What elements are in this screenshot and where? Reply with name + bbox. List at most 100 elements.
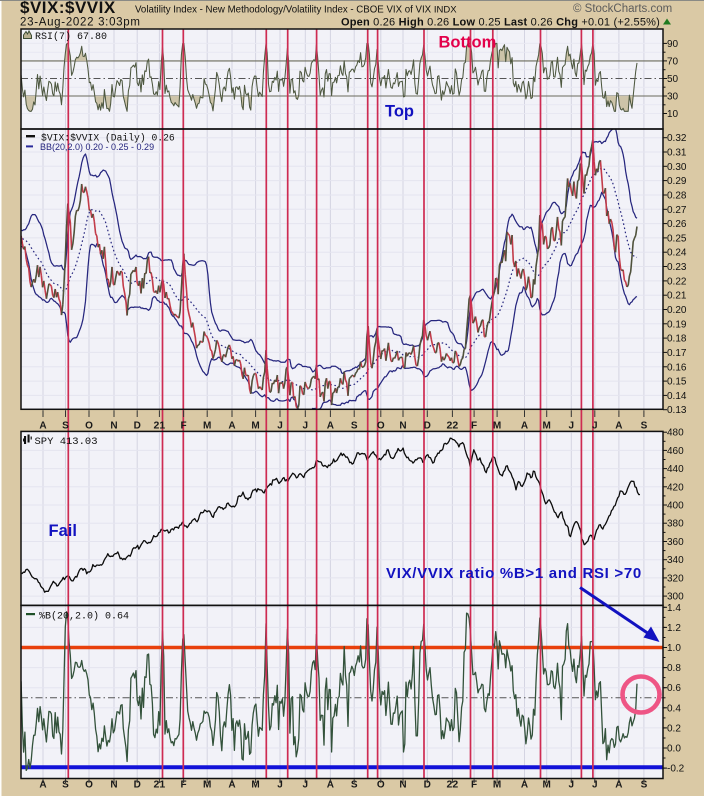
svg-text:N: N (110, 779, 117, 790)
svg-text:J: J (277, 421, 283, 432)
svg-text:M: M (543, 779, 551, 790)
svg-text:0.4: 0.4 (667, 703, 681, 714)
svg-text:A: A (615, 779, 622, 790)
svg-text:D: D (424, 421, 431, 432)
svg-text:A: A (39, 779, 46, 790)
svg-text:300: 300 (667, 592, 684, 603)
svg-text:50: 50 (667, 74, 679, 85)
svg-text:M: M (203, 421, 211, 432)
svg-text:© StockCharts.com: © StockCharts.com (573, 3, 672, 15)
svg-text:M: M (493, 779, 501, 790)
svg-text:320: 320 (667, 573, 684, 584)
svg-text:0.17: 0.17 (667, 348, 687, 359)
svg-text:Top: Top (385, 103, 414, 121)
svg-text:S: S (351, 421, 358, 432)
svg-text:0.23: 0.23 (667, 262, 687, 273)
svg-text:A: A (327, 421, 334, 432)
svg-text:Open 0.26 High 0.26 Low 0.25 L: Open 0.26 High 0.26 Low 0.25 Last 0.26 C… (341, 17, 660, 29)
svg-text:1.2: 1.2 (667, 623, 681, 634)
svg-text:J: J (569, 421, 575, 432)
svg-text:22: 22 (447, 778, 459, 790)
svg-text:A: A (327, 779, 334, 790)
svg-text:RSI(7) 67.80: RSI(7) 67.80 (35, 31, 107, 43)
svg-text:0.2: 0.2 (667, 723, 681, 734)
svg-text:360: 360 (667, 537, 684, 548)
svg-text:S: S (62, 779, 69, 790)
svg-text:Volatility Index - New Methodo: Volatility Index - New Methodology/Volat… (135, 5, 457, 16)
svg-text:440: 440 (667, 464, 684, 475)
svg-text:$VIX:$VVIX (Daily) 0.26: $VIX:$VVIX (Daily) 0.26 (41, 133, 175, 144)
svg-text:A: A (228, 421, 235, 432)
svg-text:0.16: 0.16 (667, 362, 687, 373)
svg-text:0.0: 0.0 (667, 744, 681, 755)
svg-text:340: 340 (667, 555, 684, 566)
svg-text:A: A (615, 421, 622, 432)
svg-text:J: J (303, 779, 309, 790)
svg-text:0.25: 0.25 (667, 233, 687, 244)
svg-text:0.14: 0.14 (667, 391, 687, 402)
svg-text:J: J (592, 421, 598, 432)
svg-text:S: S (641, 779, 648, 790)
svg-text:-0.2: -0.2 (667, 764, 685, 775)
svg-text:0.30: 0.30 (667, 162, 687, 173)
svg-text:0.6: 0.6 (667, 683, 681, 694)
svg-text:A: A (39, 421, 46, 432)
svg-text:90: 90 (667, 39, 679, 50)
svg-text:0.31: 0.31 (667, 148, 687, 159)
svg-text:A: A (521, 779, 528, 790)
svg-text:0.13: 0.13 (667, 405, 687, 416)
svg-text:22: 22 (447, 420, 459, 432)
svg-text:J: J (277, 779, 283, 790)
svg-text:D: D (134, 421, 141, 432)
svg-text:J: J (592, 779, 598, 790)
svg-text:0.27: 0.27 (667, 205, 687, 216)
svg-text:D: D (424, 779, 431, 790)
svg-text:S: S (641, 421, 648, 432)
svg-text:O: O (85, 421, 93, 432)
svg-text:0.8: 0.8 (667, 663, 681, 674)
svg-text:F: F (181, 779, 187, 790)
svg-text:$VIX:$VVIX: $VIX:$VVIX (20, 0, 116, 17)
svg-text:400: 400 (667, 501, 684, 512)
svg-text:M: M (493, 421, 501, 432)
svg-text:21: 21 (154, 778, 166, 790)
svg-text:21: 21 (154, 420, 166, 432)
svg-text:M: M (203, 779, 211, 790)
svg-text:Fail: Fail (49, 522, 77, 540)
svg-text:F: F (181, 421, 187, 432)
svg-text:O: O (377, 779, 385, 790)
svg-text:0.22: 0.22 (667, 276, 687, 287)
svg-text:0.24: 0.24 (667, 248, 687, 259)
svg-text:M: M (543, 421, 551, 432)
svg-text:0.20: 0.20 (667, 305, 687, 316)
svg-text:M: M (251, 779, 259, 790)
svg-text:70: 70 (667, 56, 679, 67)
svg-text:0.18: 0.18 (667, 334, 687, 345)
svg-text:A: A (521, 421, 528, 432)
svg-text:O: O (85, 779, 93, 790)
svg-text:0.32: 0.32 (667, 133, 687, 144)
svg-text:M: M (251, 421, 259, 432)
svg-text:J: J (303, 421, 309, 432)
svg-text:Bottom: Bottom (439, 34, 497, 52)
svg-text:1.0: 1.0 (667, 643, 681, 654)
svg-text:0.26: 0.26 (667, 219, 687, 230)
svg-text:SPY 413.03: SPY 413.03 (35, 436, 98, 448)
svg-text:O: O (377, 421, 385, 432)
svg-text:F: F (471, 421, 477, 432)
svg-text:460: 460 (667, 446, 684, 457)
svg-text:0.15: 0.15 (667, 377, 687, 388)
svg-text:1.4: 1.4 (667, 603, 681, 614)
svg-text:0.21: 0.21 (667, 291, 687, 302)
svg-text:10: 10 (667, 109, 679, 120)
svg-text:N: N (399, 779, 406, 790)
svg-text:420: 420 (667, 482, 684, 493)
svg-text:380: 380 (667, 519, 684, 530)
svg-text:S: S (62, 421, 69, 432)
svg-text:30: 30 (667, 92, 679, 103)
svg-text:0.29: 0.29 (667, 176, 687, 187)
svg-text:480: 480 (667, 428, 684, 439)
svg-text:A: A (228, 779, 235, 790)
svg-text:S: S (351, 779, 358, 790)
svg-text:0.19: 0.19 (667, 319, 687, 330)
